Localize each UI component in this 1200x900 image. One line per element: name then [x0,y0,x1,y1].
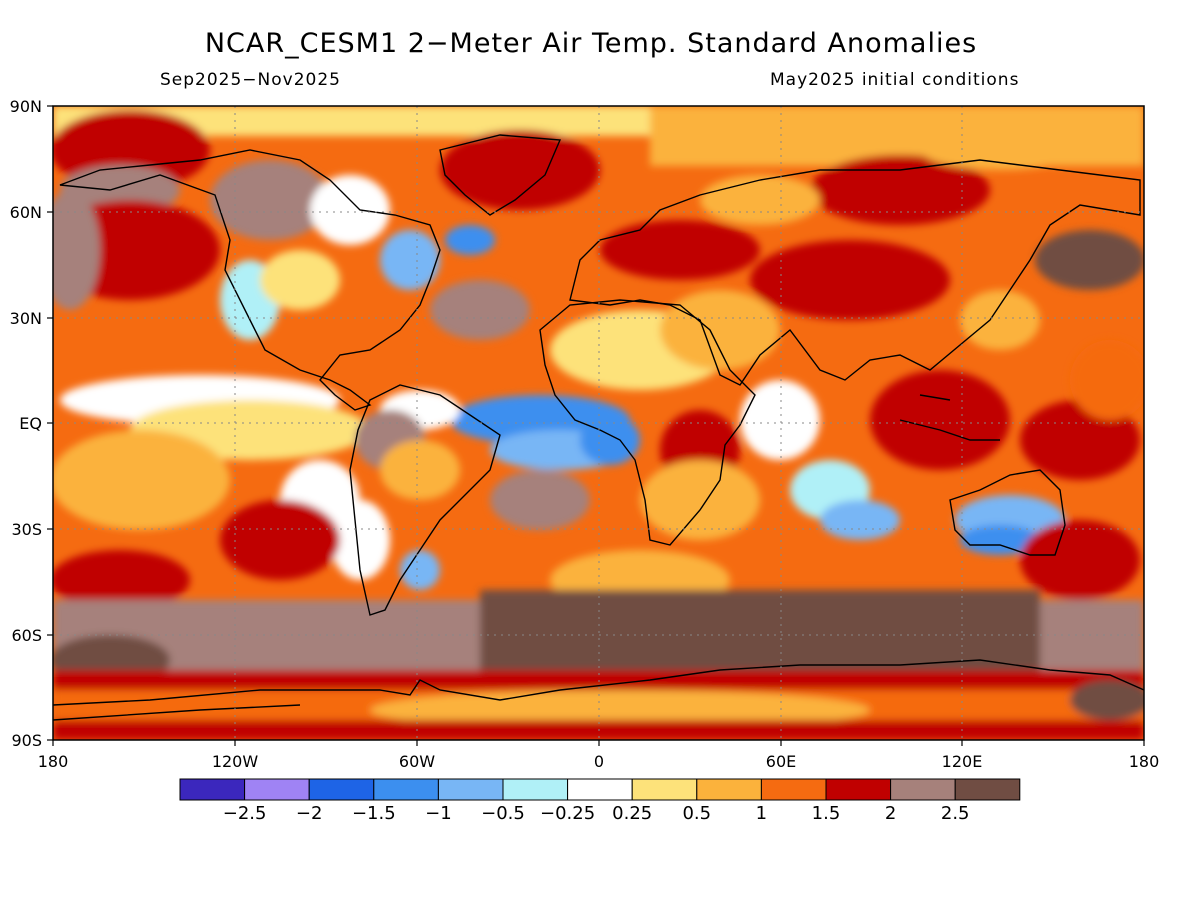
colorbar-label: −1.5 [352,803,396,824]
lon-label-180w: 180 [38,752,69,771]
colorbar-swatch [631,778,698,801]
lon-label-0: 0 [594,752,604,771]
coastlines [53,134,1144,721]
lat-label-30n: 30N [10,309,42,328]
colorbar-swatch [954,778,1021,801]
anomaly-field [53,106,1144,740]
colorbar-swatch [890,778,956,801]
lat-label-30s: 30S [11,520,42,539]
colorbar-swatch [825,778,892,801]
colorbar-label: −2 [296,803,323,824]
lat-label-60s: 60S [11,626,42,645]
colorbar-label: −1 [425,803,452,824]
colorbar-label: −0.25 [540,803,595,824]
colorbar [179,778,1021,801]
lon-label-120w: 120W [212,752,259,771]
colorbar-label: 0.25 [612,803,652,824]
colorbar-label: 2.5 [941,803,970,824]
colorbar-label: 0.5 [682,803,711,824]
longitude-labels: 180 120W 60W 0 60E 120E 180 [38,752,1160,771]
colorbar-swatch [696,778,762,801]
axis-ticks [47,105,1145,746]
colorbar-swatch [437,778,504,801]
colorbar-swatch [244,778,310,801]
colorbar-label: 1 [756,803,767,824]
lat-label-60n: 60N [10,203,42,222]
colorbar-label: −0.5 [481,803,525,824]
lon-label-120e: 120E [942,752,983,771]
colorbar-swatch [308,778,375,801]
colorbar-label: 1.5 [812,803,841,824]
lon-label-180e: 180 [1129,752,1160,771]
map-title: NCAR_CESM1 2−Meter Air Temp. Standard An… [204,28,978,59]
colorbar-swatch [179,778,246,801]
lat-label-90n: 90N [10,97,42,116]
colorbar-swatch [502,778,569,801]
colorbar-labels: −2.5 −2 −1.5 −1 −0.5 −0.25 0.25 0.5 1 1.5 2 2.5 [223,803,970,824]
latitude-labels: 90N 60N 30N EQ 30S 60S 90S [10,97,42,750]
colorbar-swatch [567,778,633,801]
colorbar-swatch [760,778,827,801]
colorbar-label: 2 [885,803,896,824]
lon-label-60e: 60E [766,752,796,771]
gridlines [53,106,1144,740]
colorbar-label: −2.5 [223,803,267,824]
lat-label-90s: 90S [11,731,42,750]
lat-label-eq: EQ [19,414,42,433]
lon-label-60w: 60W [399,752,435,771]
colorbar-swatch [373,778,439,801]
initial-conditions: May2025 initial conditions [770,70,1020,90]
forecast-period: Sep2025−Nov2025 [160,70,341,90]
